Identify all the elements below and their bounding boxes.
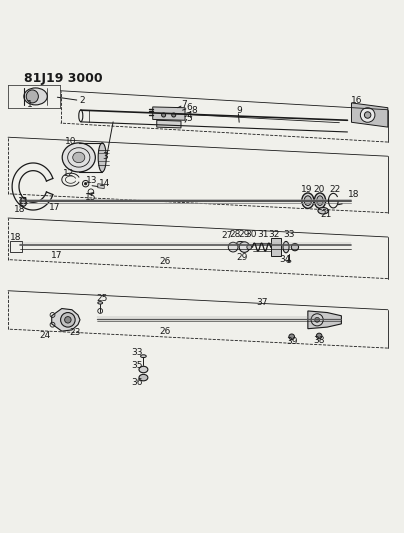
Circle shape <box>162 113 166 117</box>
Circle shape <box>360 108 375 122</box>
Text: 33: 33 <box>132 348 143 357</box>
Circle shape <box>65 317 71 323</box>
Text: 16: 16 <box>351 95 362 104</box>
Text: 35: 35 <box>131 361 142 370</box>
Text: 27: 27 <box>221 231 233 240</box>
Ellipse shape <box>24 88 47 105</box>
Text: 10: 10 <box>65 137 76 146</box>
Text: 24: 24 <box>40 332 51 341</box>
Ellipse shape <box>139 366 148 373</box>
Ellipse shape <box>318 207 328 214</box>
Text: 17: 17 <box>49 203 60 212</box>
Polygon shape <box>153 107 185 120</box>
Ellipse shape <box>291 244 299 251</box>
Text: 5: 5 <box>186 114 192 123</box>
Text: 17: 17 <box>51 251 62 260</box>
Circle shape <box>316 333 322 339</box>
Text: 11: 11 <box>18 197 29 206</box>
Circle shape <box>61 312 75 327</box>
Ellipse shape <box>287 260 291 262</box>
Ellipse shape <box>141 355 146 358</box>
Text: 21: 21 <box>321 211 332 219</box>
Ellipse shape <box>62 143 95 172</box>
Polygon shape <box>157 120 181 128</box>
Ellipse shape <box>20 197 27 206</box>
Ellipse shape <box>237 241 244 245</box>
Circle shape <box>228 243 238 252</box>
Text: 29: 29 <box>239 230 250 239</box>
Circle shape <box>315 318 320 322</box>
Text: 18: 18 <box>11 232 22 241</box>
Text: 6: 6 <box>186 103 192 112</box>
Text: 15: 15 <box>85 192 97 201</box>
Circle shape <box>364 112 371 118</box>
Ellipse shape <box>314 193 326 208</box>
Text: 81J19 3000: 81J19 3000 <box>24 72 103 85</box>
Ellipse shape <box>139 374 148 381</box>
Ellipse shape <box>302 193 314 208</box>
Text: 34: 34 <box>279 255 290 264</box>
Polygon shape <box>351 103 388 127</box>
Text: 13: 13 <box>86 176 98 185</box>
Text: 14: 14 <box>99 179 110 188</box>
Ellipse shape <box>98 302 103 304</box>
Text: 36: 36 <box>131 378 142 387</box>
Text: 26: 26 <box>159 327 170 336</box>
Circle shape <box>289 334 295 340</box>
Polygon shape <box>308 311 341 329</box>
Circle shape <box>247 245 252 249</box>
Text: 8: 8 <box>191 107 197 116</box>
Circle shape <box>311 314 323 326</box>
Ellipse shape <box>283 241 289 253</box>
Text: 25: 25 <box>96 294 107 303</box>
Ellipse shape <box>73 152 85 163</box>
Text: 18: 18 <box>348 190 359 199</box>
Text: 23: 23 <box>69 328 80 337</box>
Text: 30: 30 <box>246 230 257 239</box>
Text: 3: 3 <box>102 152 108 161</box>
Ellipse shape <box>26 90 38 103</box>
Text: 20: 20 <box>314 185 325 194</box>
Ellipse shape <box>317 196 323 206</box>
Text: 28: 28 <box>229 230 241 239</box>
Text: 31: 31 <box>257 230 268 239</box>
Polygon shape <box>98 184 104 189</box>
Polygon shape <box>271 238 281 256</box>
Text: 37: 37 <box>256 298 267 308</box>
Text: 39: 39 <box>286 337 297 346</box>
Text: 22: 22 <box>329 185 340 194</box>
Text: 38: 38 <box>314 336 325 345</box>
Text: 7: 7 <box>181 100 187 109</box>
Text: 19: 19 <box>301 185 312 194</box>
Circle shape <box>239 242 250 252</box>
Circle shape <box>172 113 176 117</box>
Text: 29: 29 <box>237 253 248 262</box>
Text: 9: 9 <box>236 107 242 116</box>
Text: 2: 2 <box>80 96 85 106</box>
Text: 32: 32 <box>268 230 280 239</box>
Text: 26: 26 <box>159 257 170 266</box>
Polygon shape <box>52 309 80 331</box>
Ellipse shape <box>98 143 106 172</box>
Text: 33: 33 <box>283 230 295 239</box>
Text: 18: 18 <box>15 205 26 214</box>
Text: 12: 12 <box>63 169 74 178</box>
Text: 4: 4 <box>186 110 192 119</box>
Text: 1: 1 <box>27 100 33 109</box>
Ellipse shape <box>304 196 311 206</box>
Circle shape <box>84 182 87 185</box>
